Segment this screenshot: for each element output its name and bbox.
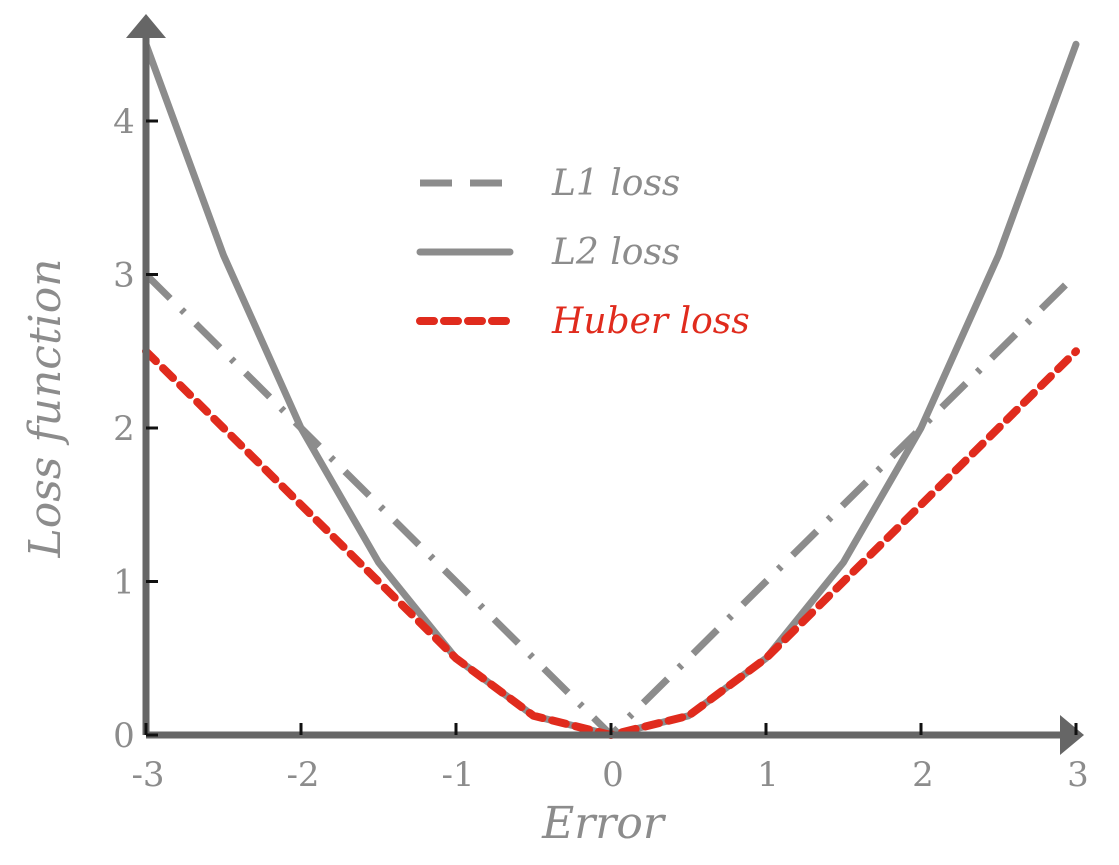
legend-label-3: Huber loss: [551, 301, 750, 342]
x-tick-label: 1: [757, 755, 779, 795]
x-tick-label: -1: [441, 755, 474, 795]
x-tick-label: -2: [286, 755, 319, 795]
axes: [126, 14, 1084, 755]
x-tick-label: 2: [912, 755, 934, 795]
legend: L1 loss L2 loss Huber loss: [416, 163, 750, 342]
x-tick-label: -3: [131, 755, 164, 795]
legend-label-2: L2 loss: [551, 232, 680, 273]
series-layer: [142, 40, 1080, 739]
y-tick-label: 3: [113, 256, 135, 296]
x-axis-arrow-icon: [1060, 715, 1084, 755]
y-tick-label: 1: [113, 563, 135, 603]
y-tick-label: 0: [113, 716, 135, 756]
series-line-2: [142, 40, 1080, 739]
y-tick-label: 2: [113, 409, 135, 449]
y-tick-label: 4: [113, 102, 135, 142]
series-line-1: [143, 272, 1079, 739]
ticks: -3 -2 -1 0 1 2 3 0 1 2 3 4: [113, 102, 1089, 795]
y-axis-title: Loss function: [20, 258, 71, 558]
y-axis-arrow-icon: [126, 14, 166, 38]
legend-label-1: L1 loss: [551, 163, 680, 204]
x-tick-label: 0: [602, 755, 624, 795]
x-axis-title: Error: [541, 798, 667, 849]
x-tick-label: 3: [1067, 755, 1089, 795]
